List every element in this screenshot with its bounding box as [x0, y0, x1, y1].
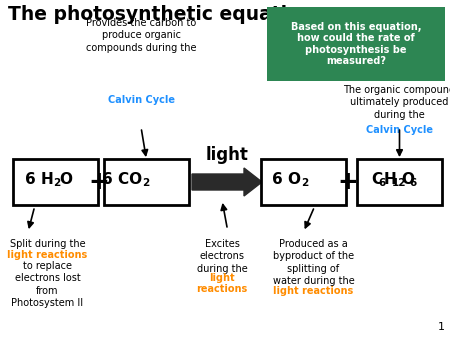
Text: C: C — [372, 172, 382, 188]
FancyBboxPatch shape — [261, 159, 346, 205]
Text: Calvin Cycle: Calvin Cycle — [366, 125, 433, 135]
Text: reactions: reactions — [196, 284, 248, 294]
Text: to replace
electrons lost
from
Photosystem II: to replace electrons lost from Photosyst… — [11, 261, 84, 308]
Text: Provides the carbon to
produce organic
compounds during the: Provides the carbon to produce organic c… — [86, 18, 197, 53]
Text: Based on this equation,
how could the rate of
photosynthesis be
measured?: Based on this equation, how could the ra… — [291, 22, 421, 66]
Text: 6 O: 6 O — [273, 172, 302, 188]
Text: Split during the: Split during the — [10, 239, 86, 249]
Text: 1: 1 — [438, 322, 445, 332]
Text: Produced as a
byproduct of the
splitting of
water during the: Produced as a byproduct of the splitting… — [273, 239, 355, 286]
FancyBboxPatch shape — [104, 159, 189, 205]
Text: The photosynthetic equation:: The photosynthetic equation: — [8, 5, 321, 24]
Text: +: + — [89, 170, 109, 194]
Text: 6 CO: 6 CO — [103, 172, 143, 188]
Text: H: H — [383, 172, 396, 188]
Text: O: O — [59, 172, 72, 188]
Text: +: + — [338, 170, 359, 194]
Text: 2: 2 — [143, 178, 150, 188]
Text: 6: 6 — [410, 178, 417, 188]
Text: 6 H: 6 H — [25, 172, 54, 188]
Text: O: O — [401, 172, 414, 188]
FancyBboxPatch shape — [13, 159, 98, 205]
Text: The organic compound
ultimately produced
during the: The organic compound ultimately produced… — [343, 85, 450, 120]
FancyArrow shape — [192, 168, 262, 196]
Text: light: light — [209, 273, 235, 283]
Text: Calvin Cycle: Calvin Cycle — [108, 95, 175, 105]
Text: Excites
electrons
during the: Excites electrons during the — [197, 239, 248, 274]
FancyBboxPatch shape — [267, 7, 445, 81]
Text: light: light — [206, 146, 248, 164]
Text: 2: 2 — [302, 178, 309, 188]
Text: 2: 2 — [54, 178, 61, 188]
Text: light reactions: light reactions — [7, 250, 88, 260]
FancyBboxPatch shape — [357, 159, 442, 205]
Text: light reactions: light reactions — [274, 286, 354, 296]
Text: 12: 12 — [392, 178, 406, 188]
Text: 6: 6 — [378, 178, 386, 188]
